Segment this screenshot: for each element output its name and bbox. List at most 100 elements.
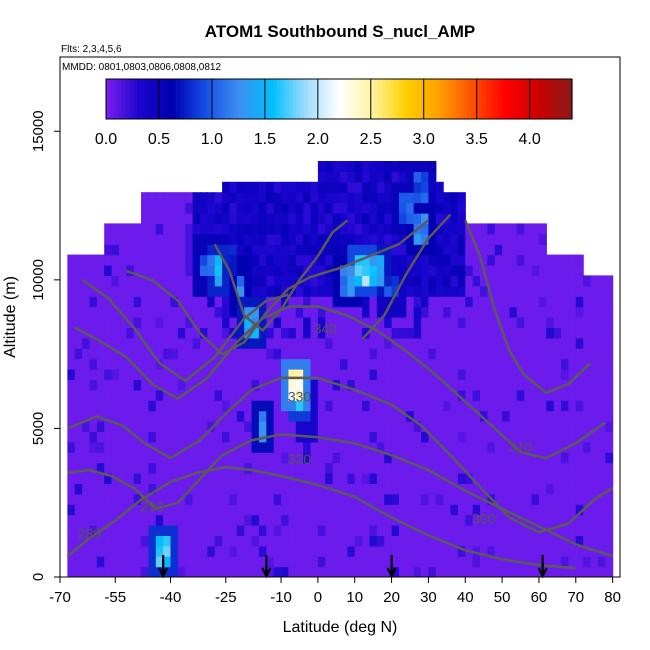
heatmap-cell xyxy=(170,317,179,328)
heatmap-cell xyxy=(185,556,194,568)
heatmap-cell xyxy=(185,525,194,536)
heatmap-cell xyxy=(163,473,172,484)
heatmap-cell xyxy=(148,213,157,224)
heatmap-cell xyxy=(369,244,378,256)
heatmap-cell xyxy=(531,306,540,318)
heatmap-cell xyxy=(354,379,363,391)
colorbar-swatch xyxy=(125,79,130,119)
heatmap-cell xyxy=(89,379,98,391)
heatmap-cell xyxy=(384,181,393,193)
heatmap-cell xyxy=(126,327,135,339)
heatmap-cell xyxy=(450,202,459,214)
heatmap-cell xyxy=(480,421,488,432)
heatmap-cell xyxy=(480,566,488,577)
heatmap-cell xyxy=(74,483,83,495)
heatmap-cell xyxy=(185,254,194,266)
heatmap-cell xyxy=(347,473,356,484)
colorbar-swatch xyxy=(424,79,429,119)
heatmap-cell xyxy=(104,525,113,536)
heatmap-cell xyxy=(317,473,326,484)
heatmap-cell xyxy=(177,462,186,474)
heatmap-cell xyxy=(96,441,105,453)
heatmap-cell xyxy=(258,306,267,318)
heatmap-cell xyxy=(354,306,363,318)
heatmap-cell xyxy=(391,213,400,224)
heatmap-cell xyxy=(104,462,113,474)
heatmap-cell xyxy=(74,389,83,401)
heatmap-cell xyxy=(236,514,245,526)
heatmap-cell xyxy=(244,202,253,214)
heatmap-cell xyxy=(104,379,113,391)
heatmap-cell xyxy=(89,556,98,568)
heatmap-cell xyxy=(450,525,459,536)
heatmap-cell xyxy=(524,296,533,308)
heatmap-cell xyxy=(273,192,282,204)
heatmap-cell xyxy=(325,379,334,391)
colorbar-swatch xyxy=(451,79,457,119)
heatmap-cell xyxy=(89,389,98,401)
heatmap-cell xyxy=(376,337,385,349)
heatmap-cell xyxy=(266,202,275,214)
heatmap-cell xyxy=(96,317,105,328)
heatmap-cell xyxy=(553,441,562,453)
heatmap-cell xyxy=(104,348,113,360)
heatmap-cell xyxy=(214,514,223,526)
heatmap-cell xyxy=(531,285,540,297)
heatmap-cell xyxy=(509,504,518,516)
heatmap-cell xyxy=(421,431,430,443)
heatmap-cell xyxy=(126,441,135,453)
contour-line xyxy=(213,219,349,332)
heatmap-cell xyxy=(502,379,511,391)
heatmap-cell xyxy=(398,473,407,484)
heatmap-cell xyxy=(509,337,518,349)
heatmap-cell xyxy=(531,535,540,547)
heatmap-cell xyxy=(472,389,481,401)
colorbar-swatch xyxy=(556,79,561,119)
heatmap-cell xyxy=(229,441,238,453)
heatmap-cell xyxy=(421,452,430,464)
heatmap-cell xyxy=(273,265,282,276)
heatmap-cell xyxy=(141,369,150,380)
heatmap-cell xyxy=(583,504,592,516)
heatmap-cell xyxy=(163,400,172,412)
heatmap-cell xyxy=(155,285,164,297)
heatmap-cell xyxy=(310,327,319,339)
heatmap-cell xyxy=(398,493,407,505)
colorbar-swatch xyxy=(393,79,398,119)
heatmap-cell xyxy=(281,265,290,276)
heatmap-cell xyxy=(74,348,83,360)
heatmap-cell xyxy=(207,493,216,505)
heatmap-cell xyxy=(546,431,555,443)
heatmap-cell xyxy=(325,545,334,557)
heatmap-cell xyxy=(413,431,422,443)
heatmap-cell xyxy=(295,462,304,474)
heatmap-cell xyxy=(450,504,459,516)
colorbar-swatch xyxy=(358,79,363,119)
heatmap-cell xyxy=(575,296,584,308)
heatmap-cell xyxy=(465,358,474,370)
heatmap-cell xyxy=(568,462,577,474)
heatmap-cell xyxy=(244,358,253,370)
heatmap-cell xyxy=(258,317,267,328)
heatmap-cell xyxy=(413,473,422,484)
heatmap-cell xyxy=(583,493,592,505)
heatmap-cell xyxy=(236,493,245,505)
heatmap-cell xyxy=(546,317,555,328)
colorbar-swatch xyxy=(238,79,243,119)
heatmap-cell xyxy=(605,327,614,339)
heatmap-cell xyxy=(236,545,245,557)
heatmap-cell xyxy=(317,545,326,557)
heatmap-cell xyxy=(494,452,503,464)
heatmap-cell xyxy=(170,306,179,318)
heatmap-cell xyxy=(325,161,334,172)
heatmap-cell xyxy=(568,296,577,308)
heatmap-cell xyxy=(428,337,437,349)
heatmap-cell xyxy=(384,317,393,328)
heatmap-cell xyxy=(398,317,407,328)
heatmap-cell xyxy=(340,244,348,256)
heatmap-cell xyxy=(281,462,290,474)
heatmap-cell xyxy=(310,379,319,391)
heatmap-cell xyxy=(214,285,223,297)
heatmap-cell xyxy=(362,348,371,360)
heatmap-cell xyxy=(222,296,231,308)
